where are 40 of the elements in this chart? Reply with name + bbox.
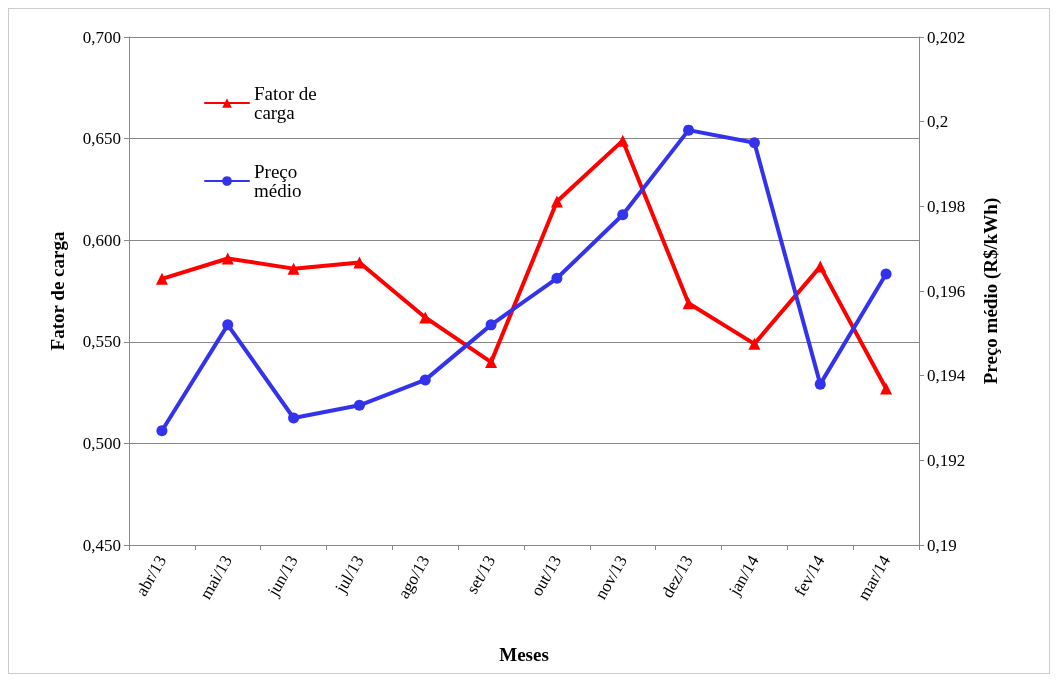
y-tick-label: 0,550 bbox=[82, 332, 121, 352]
point bbox=[683, 124, 695, 136]
point bbox=[155, 272, 168, 285]
point bbox=[419, 311, 432, 324]
y-tick-label: 0,700 bbox=[82, 27, 121, 47]
point bbox=[287, 262, 300, 275]
y2-tick-label: 0,2 bbox=[927, 112, 949, 132]
point bbox=[748, 337, 761, 350]
y-tick-label: 0,600 bbox=[82, 230, 121, 250]
legend-label: Preço médio bbox=[254, 161, 303, 201]
point bbox=[222, 319, 234, 331]
y2-tick-label: 0,196 bbox=[927, 281, 966, 301]
legend-label: Fator de carga bbox=[254, 83, 322, 123]
y2-axis-title: Preço médio (R$/kWh) bbox=[980, 197, 1002, 385]
y-axis-title: Fator de carga bbox=[47, 231, 68, 351]
point bbox=[221, 252, 234, 265]
y2-tick-label: 0,192 bbox=[927, 450, 966, 470]
point bbox=[880, 268, 892, 280]
point bbox=[485, 356, 498, 369]
point bbox=[617, 209, 629, 221]
point bbox=[682, 297, 695, 310]
y2-tick-label: 0,198 bbox=[927, 196, 966, 216]
y-tick-label: 0,500 bbox=[82, 433, 121, 453]
point bbox=[288, 412, 300, 424]
y2-tick-label: 0,194 bbox=[927, 366, 966, 386]
point bbox=[550, 195, 563, 208]
point bbox=[748, 137, 760, 149]
point bbox=[814, 260, 827, 273]
point bbox=[551, 272, 563, 284]
y2-tick-label: 0,19 bbox=[927, 535, 957, 555]
point bbox=[485, 319, 497, 331]
x-axis-title: Meses bbox=[499, 644, 549, 665]
point bbox=[814, 378, 826, 390]
y-tick-label: 0,650 bbox=[82, 129, 121, 149]
point bbox=[419, 374, 431, 386]
y2-tick-label: 0,202 bbox=[927, 27, 966, 47]
point bbox=[156, 425, 168, 437]
point bbox=[880, 382, 893, 395]
y-tick-label: 0,450 bbox=[82, 535, 121, 555]
point bbox=[353, 399, 365, 411]
